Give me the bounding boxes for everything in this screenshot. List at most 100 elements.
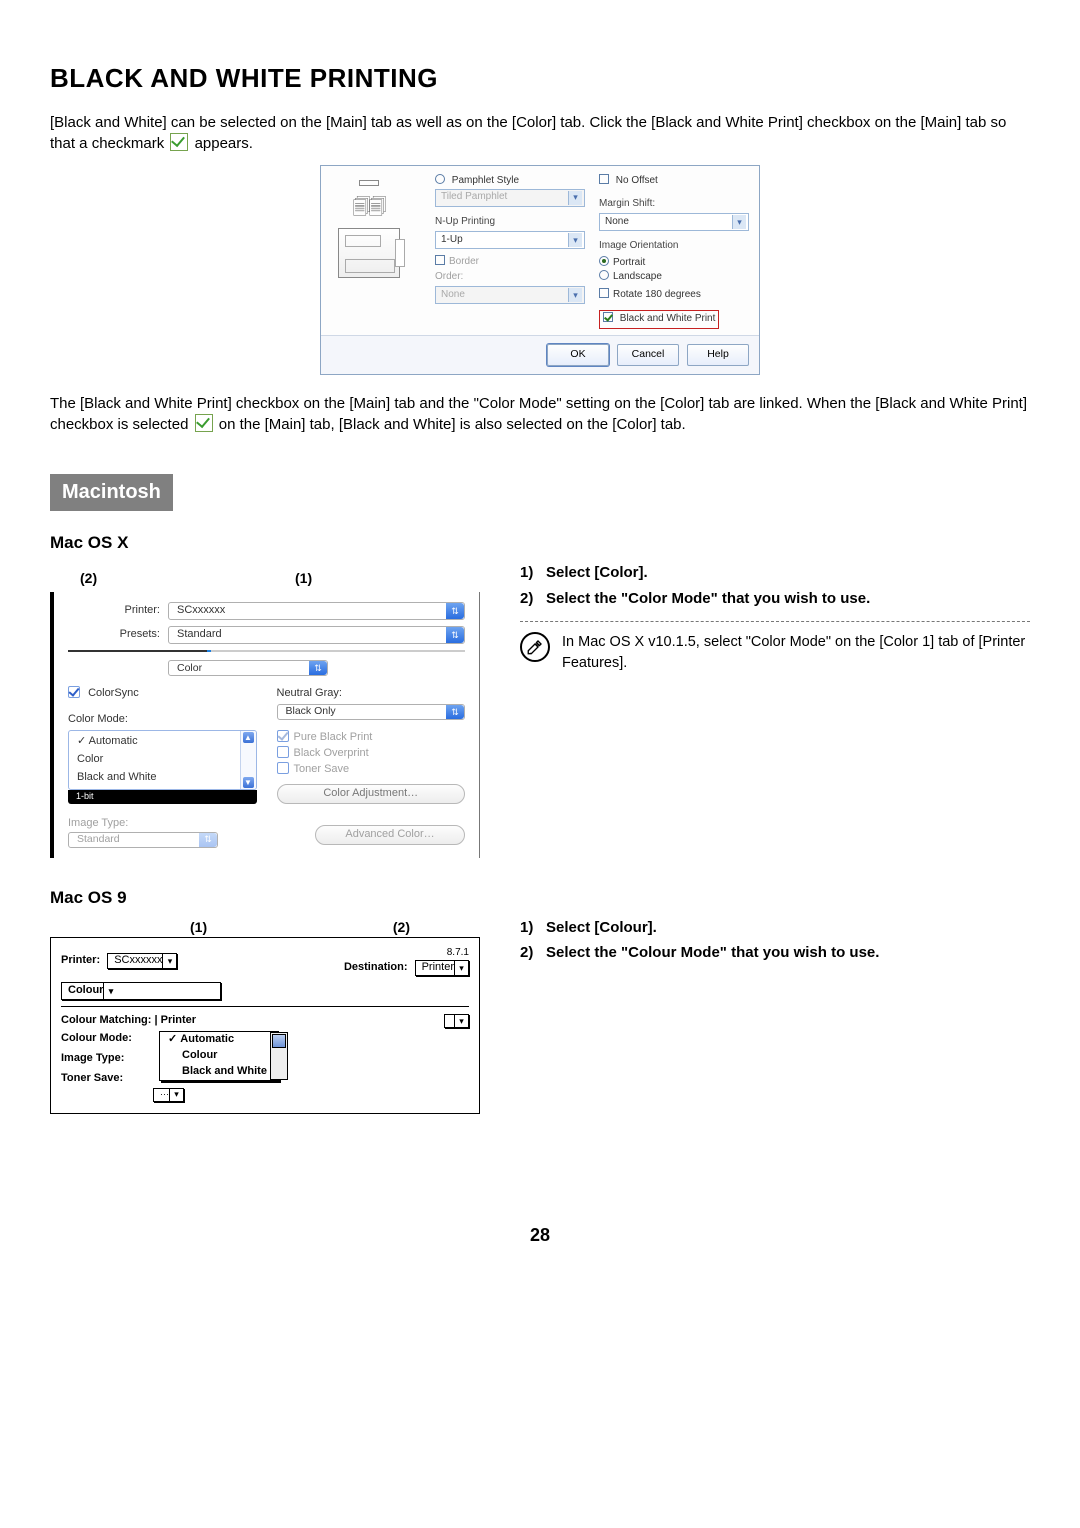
step-1: Select [Color]. (546, 562, 648, 584)
printer-value: SCxxxxxx (177, 603, 225, 619)
scrollbar[interactable]: ▲ ▼ (240, 731, 256, 789)
mode-automatic[interactable]: Automatic (69, 733, 240, 751)
chevron-down-icon: ▾ (568, 191, 582, 205)
presets-label: Presets: (68, 627, 168, 643)
page-title: BLACK AND WHITE PRINTING (50, 60, 1030, 98)
border-label: Border (449, 256, 479, 267)
chevron-updown-icon: ⇅ (446, 705, 464, 719)
black-overprint-label: Black Overprint (294, 747, 369, 759)
callout-1: (1) (190, 917, 207, 937)
advanced-color-button: Advanced Color… (315, 825, 465, 845)
order-value: None (441, 288, 465, 303)
chevron-down-icon: ▾ (568, 233, 582, 247)
intro-paragraph-1: [Black and White] can be selected on the… (50, 112, 1030, 156)
color-mode-list[interactable]: Automatic Color Black and White ▲ ▼ (68, 730, 257, 790)
bw-print-label: Black and White Print (620, 313, 716, 324)
destination-select[interactable]: Printer ▾ (415, 960, 469, 976)
osx-steps: 1)Select [Color]. 2)Select the "Color Mo… (520, 562, 1030, 610)
bw-print-highlight: Black and White Print (599, 310, 719, 329)
neutral-gray-select[interactable]: Black Only ⇅ (277, 704, 466, 720)
mode-bw[interactable]: Black and White (69, 769, 240, 787)
macosx-heading: Mac OS X (50, 531, 1030, 556)
panel-value: Colour (68, 983, 103, 999)
printer-select[interactable]: SCxxxxxx ▾ (107, 953, 177, 969)
checkbox-icon (277, 746, 289, 758)
callout-1: (1) (265, 568, 480, 588)
radio-icon[interactable] (599, 256, 609, 266)
color-adjustment-button[interactable]: Color Adjustment… (277, 784, 466, 804)
printer-label: Printer: (68, 603, 168, 619)
chevron-updown-icon: ⇅ (446, 603, 464, 619)
order-label: Order: (435, 270, 585, 285)
color-mode-label: Color Mode: (68, 712, 257, 728)
scroll-down-icon[interactable]: ▼ (243, 777, 254, 788)
macos9-dialog: Printer: SCxxxxxx ▾ 8.7.1 Destination: P… (50, 937, 480, 1114)
mode-color[interactable]: Color (69, 751, 240, 769)
presets-value: Standard (177, 627, 222, 643)
mode-1bit: 1-bit (68, 789, 257, 804)
scroll-up-icon[interactable]: ▲ (243, 732, 254, 743)
neutral-gray-value: Black Only (286, 704, 336, 719)
nup-select[interactable]: 1-Up ▾ (435, 231, 585, 249)
checkbox-icon[interactable] (599, 288, 609, 298)
os9-callouts: (1) (2) (50, 917, 480, 937)
printer-label: Printer: (61, 954, 100, 966)
checkbox-icon[interactable] (603, 312, 613, 322)
callout-2: (2) (50, 568, 265, 588)
os9-steps: 1)Select [Colour]. 2)Select the "Colour … (520, 917, 1030, 965)
windows-dialog-figure: 🗐🗐 Pamphlet Style Tiled Pamphlet ▾ N-Up … (320, 165, 760, 375)
note-pencil-icon (520, 632, 550, 662)
checkmark-icon (170, 133, 188, 151)
osx-note-text: In Mac OS X v10.1.5, select "Color Mode"… (562, 632, 1030, 674)
page-number: 28 (50, 1142, 1030, 1248)
chevron-updown-icon: ⇅ (309, 661, 327, 675)
no-offset-label: No Offset (616, 175, 658, 186)
step-2: Select the "Color Mode" that you wish to… (546, 588, 870, 610)
chevron-down-icon: ▾ (454, 961, 468, 975)
macos9-heading: Mac OS 9 (50, 886, 1030, 911)
toner-save-label: Toner Save: (61, 1071, 149, 1087)
toner-save-select[interactable]: ···▾ (153, 1088, 184, 1102)
image-type-value: Standard (77, 832, 120, 847)
pure-black-label: Pure Black Print (294, 731, 373, 743)
scrollbar[interactable] (270, 1032, 288, 1080)
margin-shift-select[interactable]: None ▾ (599, 213, 749, 231)
neutral-gray-label: Neutral Gray: (277, 686, 466, 702)
colour-matching-label: Colour Matching: | Printer (61, 1013, 196, 1029)
popup-bw[interactable]: Black and White (160, 1064, 278, 1080)
checkmark-icon (195, 414, 213, 432)
presets-select[interactable]: Standard ⇅ (168, 626, 465, 644)
nup-label: N-Up Printing (435, 215, 585, 230)
intro-1b: appears. (195, 135, 253, 152)
margin-shift-value: None (605, 215, 629, 230)
chevron-down-icon: ▾ (732, 215, 746, 229)
colour-matching-select[interactable]: ▾ (444, 1014, 469, 1028)
colorsync-label: ColorSync (88, 687, 139, 699)
popup-colour[interactable]: Colour (160, 1048, 278, 1064)
cancel-button[interactable]: Cancel (617, 344, 679, 366)
chevron-down-icon: ▾ (454, 1015, 468, 1027)
order-select[interactable]: None ▾ (435, 286, 585, 304)
tiled-pamphlet-value: Tiled Pamphlet (441, 190, 507, 205)
tiled-pamphlet-select[interactable]: Tiled Pamphlet ▾ (435, 189, 585, 207)
help-button[interactable]: Help (687, 344, 749, 366)
panel-select[interactable]: Color ⇅ (168, 660, 328, 676)
margin-shift-label: Margin Shift: (599, 197, 749, 212)
intro-paragraph-2: The [Black and White Print] checkbox on … (50, 393, 1030, 437)
pamphlet-style-label: Pamphlet Style (452, 175, 519, 186)
landscape-label: Landscape (613, 271, 662, 282)
osx-callouts: (2) (1) (50, 568, 480, 588)
checkbox-icon (435, 255, 445, 265)
printer-value: SCxxxxxx (114, 953, 162, 969)
radio-icon[interactable] (599, 270, 609, 280)
step-1: Select [Colour]. (546, 917, 657, 939)
colour-mode-popup[interactable]: Automatic Colour Black and White (159, 1031, 279, 1081)
printer-select[interactable]: SCxxxxxx ⇅ (168, 602, 465, 620)
panel-select[interactable]: Colour ▾ (61, 982, 221, 1000)
ok-button[interactable]: OK (547, 344, 609, 366)
checkbox-icon (277, 730, 289, 742)
checkbox-icon[interactable] (68, 686, 80, 698)
dashed-divider (520, 621, 1030, 622)
popup-automatic[interactable]: Automatic (160, 1032, 278, 1048)
toner-save-label: Toner Save (294, 763, 350, 775)
